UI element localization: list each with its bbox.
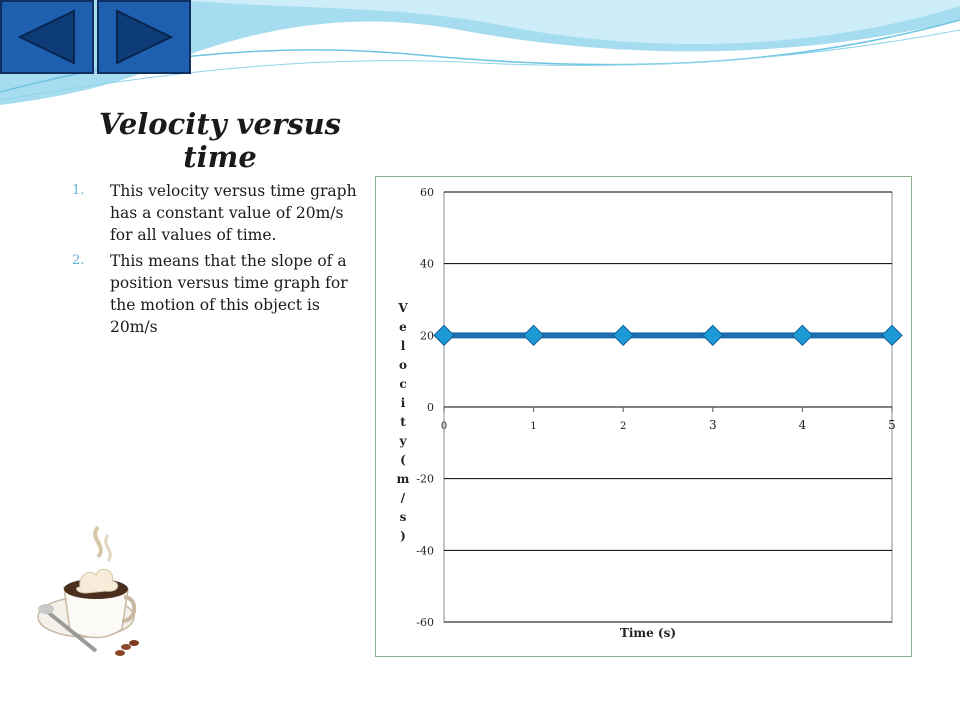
y-axis-label-char: e: [399, 320, 407, 334]
y-axis-label-char: s: [400, 510, 407, 524]
triangle-left-icon: [17, 9, 75, 65]
y-axis-label-char: o: [399, 358, 407, 372]
y-axis-label-char: m: [397, 472, 410, 486]
y-tick-label: -40: [416, 544, 434, 557]
list-text: This velocity versus time graph has a co…: [110, 182, 357, 244]
list-item: 1. This velocity versus time graph has a…: [72, 180, 364, 246]
y-axis-label-char: ): [400, 529, 406, 543]
data-point: [881, 324, 903, 347]
y-tick-label: -20: [416, 473, 434, 486]
y-axis-label-char: /: [401, 491, 406, 505]
bullet-list: 1. This velocity versus time graph has a…: [72, 180, 364, 342]
data-point: [612, 324, 634, 347]
y-tick-label: 40: [420, 258, 434, 271]
back-button[interactable]: [0, 0, 94, 74]
list-text: This means that the slope of a position …: [110, 252, 348, 336]
x-tick-label: 2: [620, 421, 626, 432]
y-axis-label-char: V: [397, 301, 408, 315]
y-axis-label-char: t: [400, 415, 406, 429]
y-axis-label-char: y: [399, 434, 408, 448]
y-axis-label-char: c: [399, 377, 406, 391]
forward-button[interactable]: [97, 0, 191, 74]
x-tick-label: 1: [530, 421, 536, 432]
x-tick-label: 3: [709, 418, 717, 432]
y-axis-label-char: l: [401, 339, 406, 353]
y-tick-label: 20: [420, 329, 434, 342]
data-point: [522, 324, 545, 347]
list-item: 2. This means that the slope of a positi…: [72, 250, 364, 338]
x-tick-label: 0: [441, 421, 447, 432]
y-axis-label-char: (: [400, 453, 406, 467]
x-tick-label: 4: [799, 418, 807, 432]
y-axis-label-char: i: [401, 396, 406, 410]
data-point: [433, 324, 455, 347]
slide-title: Velocity versus time: [99, 107, 341, 174]
coffee-cup-illustration: [37, 525, 139, 656]
data-point: [702, 324, 724, 347]
x-tick-label: 5: [888, 418, 896, 432]
y-tick-label: -60: [416, 616, 434, 629]
triangle-right-icon: [116, 9, 174, 65]
x-axis-label: Time (s): [620, 626, 676, 640]
data-point: [791, 324, 814, 347]
list-number: 1.: [72, 183, 85, 198]
chart-canvas: -60 -40 -20 0 20 40 60 0 1 2 3 4 5 Time (s) Velocity ( m…: [397, 186, 903, 640]
y-tick-label: 0: [427, 401, 434, 414]
y-tick-label: 60: [420, 186, 434, 199]
list-number: 2.: [72, 253, 85, 268]
